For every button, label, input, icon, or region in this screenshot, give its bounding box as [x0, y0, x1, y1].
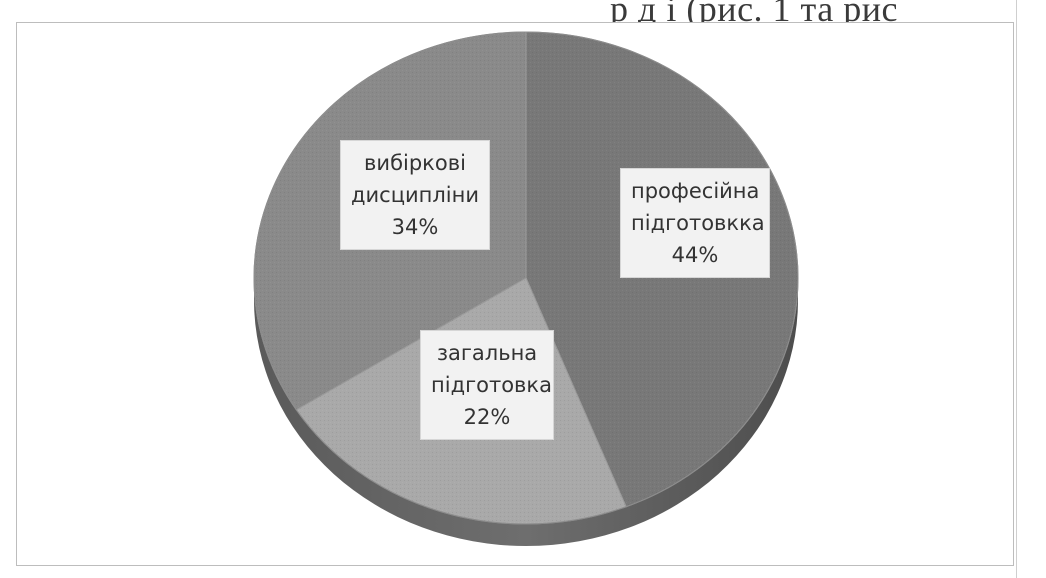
data-label-line2: підготовкка	[631, 211, 765, 235]
data-label-line1: вибіркові	[364, 151, 466, 175]
page-margin-rule	[1016, 0, 1017, 578]
data-label-line2: дисципліни	[351, 183, 480, 207]
data-label-line1: загальна	[436, 341, 538, 365]
pie-texture	[253, 31, 799, 525]
data-label-line2: підготовка	[431, 373, 552, 397]
data-label-professional: професійна підготовкка 44%	[620, 168, 770, 278]
data-label-percent: 22%	[463, 405, 511, 429]
pie-top-outline	[253, 31, 799, 525]
data-label-percent: 44%	[671, 243, 719, 267]
data-label-percent: 34%	[391, 215, 439, 239]
data-label-general: загальна підготовка 22%	[420, 330, 554, 440]
data-label-elective: вибіркові дисципліни 34%	[340, 140, 490, 250]
data-label-line1: професійна	[631, 179, 760, 203]
